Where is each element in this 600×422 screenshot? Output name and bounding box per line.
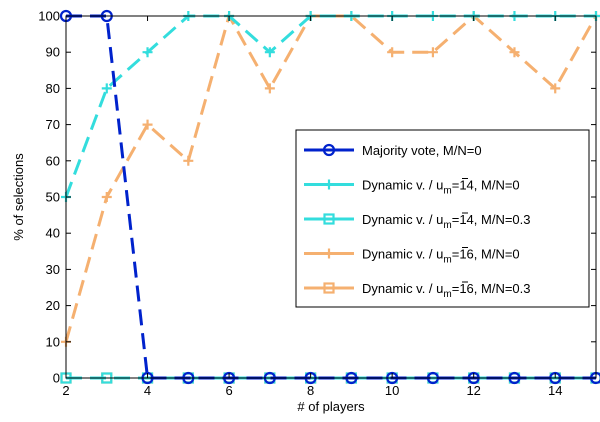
legend-item-4: Dynamic v. / um=16, M/N=0 (304, 247, 520, 266)
x-tick-label: 8 (307, 383, 314, 398)
legend-marker (324, 248, 334, 259)
x-tick-label: 4 (144, 383, 151, 398)
data-point-2-2 (101, 83, 112, 94)
legend-item-5: Dynamic v. / um=16, M/N=0.3 (304, 281, 531, 300)
y-tick-label: 0 (53, 371, 60, 386)
legend-item-2: Dynamic v. / um=14, M/N=0 (304, 178, 520, 197)
y-tick-label: 30 (46, 262, 60, 277)
y-tick-label: 50 (46, 190, 60, 205)
legend-marker (322, 143, 336, 157)
legend-marker (324, 179, 334, 190)
x-tick-label: 6 (225, 383, 232, 398)
axes-layer: 2 4 6 8 10 12 14 0 10 20 30 40 50 60 70 80 90 100 (38, 9, 597, 398)
y-tick-label: 20 (46, 298, 60, 313)
data-point-4-3 (142, 119, 153, 130)
data-point-2-3 (142, 47, 153, 58)
y-tick-label: 40 (46, 226, 60, 241)
data-point-4-10 (427, 47, 438, 58)
data-point-2-6 (264, 47, 275, 58)
legend-marker (323, 282, 335, 294)
x-tick-label: 12 (466, 383, 480, 398)
x-axis-label: # of players (297, 399, 365, 414)
legend-label: Dynamic v. / um=14, M/N=0 (362, 178, 520, 197)
x-tick-label: 14 (548, 383, 562, 398)
data-point-4-13 (550, 83, 561, 94)
y-tick-label: 60 (46, 153, 60, 168)
legend-label: Dynamic v. / um=14, M/N=0.3 (362, 212, 531, 231)
legend-label: Dynamic v. / um=16, M/N=0 (362, 247, 520, 266)
data-point-4-2 (101, 192, 112, 202)
data-point-4-9 (387, 47, 398, 58)
data-point-4-4 (183, 155, 194, 166)
x-tick-label: 2 (62, 383, 69, 398)
legend: Majority vote, M/N=0 Dynamic v. / um=14, … (295, 129, 590, 308)
legend-label: Dynamic v. / um=16, M/N=0.3 (362, 281, 531, 300)
y-tick-label: 10 (46, 334, 60, 349)
data-point-4-12 (509, 47, 520, 58)
legend-item-1: Majority vote, M/N=0 (304, 143, 482, 158)
x-tick-label: 10 (385, 383, 399, 398)
y-tick-label: 100 (38, 9, 60, 24)
legend-marker (323, 213, 335, 225)
legend-label: Majority vote, M/N=0 (362, 143, 482, 158)
y-tick-label: 80 (46, 81, 60, 96)
y-axis-label: % of selections (11, 153, 26, 241)
data-point-4-6 (264, 83, 275, 94)
y-tick-label: 70 (46, 117, 60, 132)
y-tick-label: 90 (46, 45, 60, 60)
legend-item-3: Dynamic v. / um=14, M/N=0.3 (304, 212, 531, 231)
